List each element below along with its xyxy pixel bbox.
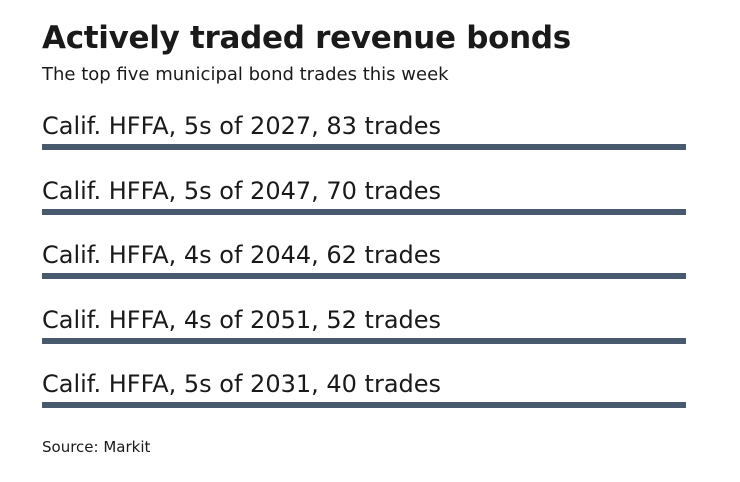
bar-label: Calif. HFFA, 4s of 2051, 52 trades — [42, 305, 442, 334]
chart-subtitle: The top five municipal bond trades this … — [42, 64, 449, 85]
bar-row: Calif. HFFA, 4s of 2044, 62 trades — [42, 239, 686, 304]
bar-track — [42, 402, 686, 408]
bar-track — [42, 144, 686, 150]
bar-row: Calif. HFFA, 5s of 2027, 83 trades — [42, 110, 686, 175]
bar-row: Calif. HFFA, 5s of 2031, 40 trades — [42, 368, 686, 433]
bar — [42, 273, 686, 279]
bar-list: Calif. HFFA, 5s of 2027, 83 trades Calif.… — [42, 110, 686, 433]
bar-label: Calif. HFFA, 4s of 2044, 62 trades — [42, 241, 442, 269]
bar — [42, 402, 686, 408]
source-note: Source: Markit — [42, 438, 151, 456]
bar — [42, 144, 686, 150]
bar-row: Calif. HFFA, 5s of 2047, 70 trades — [42, 175, 686, 240]
bar — [42, 337, 686, 344]
chart-title: Actively traded revenue bonds — [42, 20, 571, 56]
bar-track — [42, 337, 686, 344]
bar-track — [42, 273, 686, 279]
bar-track — [42, 208, 686, 215]
bar — [42, 208, 686, 215]
bar-label: Calif. HFFA, 5s of 2031, 40 trades — [42, 370, 442, 398]
bar-label: Calif. HFFA, 5s of 2047, 70 trades — [42, 176, 442, 205]
bar-row: Calif. HFFA, 4s of 2051, 52 trades — [42, 304, 686, 369]
bar-label: Calif. HFFA, 5s of 2027, 83 trades — [42, 112, 442, 140]
